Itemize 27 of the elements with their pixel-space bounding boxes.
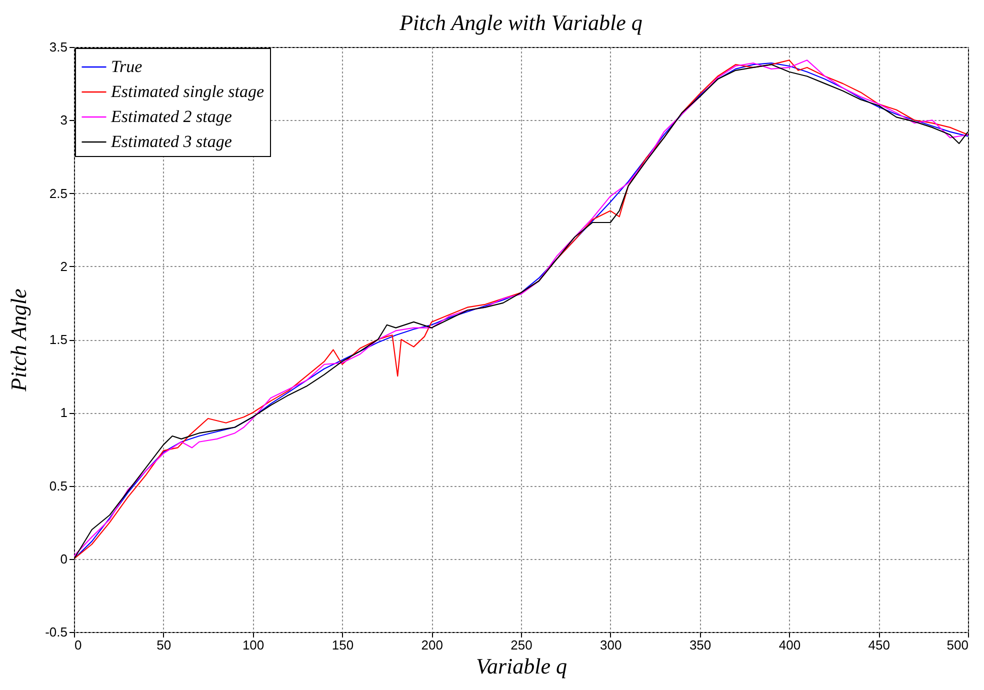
legend-label: True bbox=[111, 57, 143, 76]
x-tick-label: 100 bbox=[242, 638, 264, 652]
y-tick-label: 3 bbox=[60, 112, 68, 128]
y-tick-label: -0.5 bbox=[45, 624, 68, 640]
y-tick-label: 3.5 bbox=[49, 40, 68, 54]
x-tick-label: 250 bbox=[510, 638, 532, 652]
legend-label: Estimated 3 stage bbox=[110, 132, 232, 151]
y-tick-label: 1 bbox=[60, 405, 68, 420]
x-tick-label: 450 bbox=[868, 638, 890, 652]
y-axis-title: Pitch Angle bbox=[6, 288, 32, 392]
x-tick-label: 50 bbox=[156, 638, 172, 652]
x-axis-title: Variable q bbox=[476, 654, 568, 678]
legend-label: Estimated 2 stage bbox=[110, 107, 232, 126]
x-tick-label: 150 bbox=[332, 638, 354, 652]
y-tick-label: 1.5 bbox=[49, 332, 68, 347]
x-tick-label: 200 bbox=[421, 638, 443, 652]
chart-title: Pitch Angle with Variable q bbox=[398, 10, 642, 35]
x-tick-label: 350 bbox=[689, 638, 712, 652]
legend-label: Estimated single stage bbox=[110, 82, 264, 101]
y-tick-label: 2 bbox=[60, 258, 68, 274]
x-tick-label: 400 bbox=[778, 638, 801, 652]
y-tick-label: 0.5 bbox=[49, 478, 68, 494]
x-tick-label: 300 bbox=[600, 638, 622, 652]
y-tick-label: 2.5 bbox=[49, 186, 68, 201]
x-tick-label: 0 bbox=[74, 638, 82, 652]
y-tick-label: 0 bbox=[60, 551, 68, 566]
x-tick-label: 500 bbox=[946, 638, 968, 652]
